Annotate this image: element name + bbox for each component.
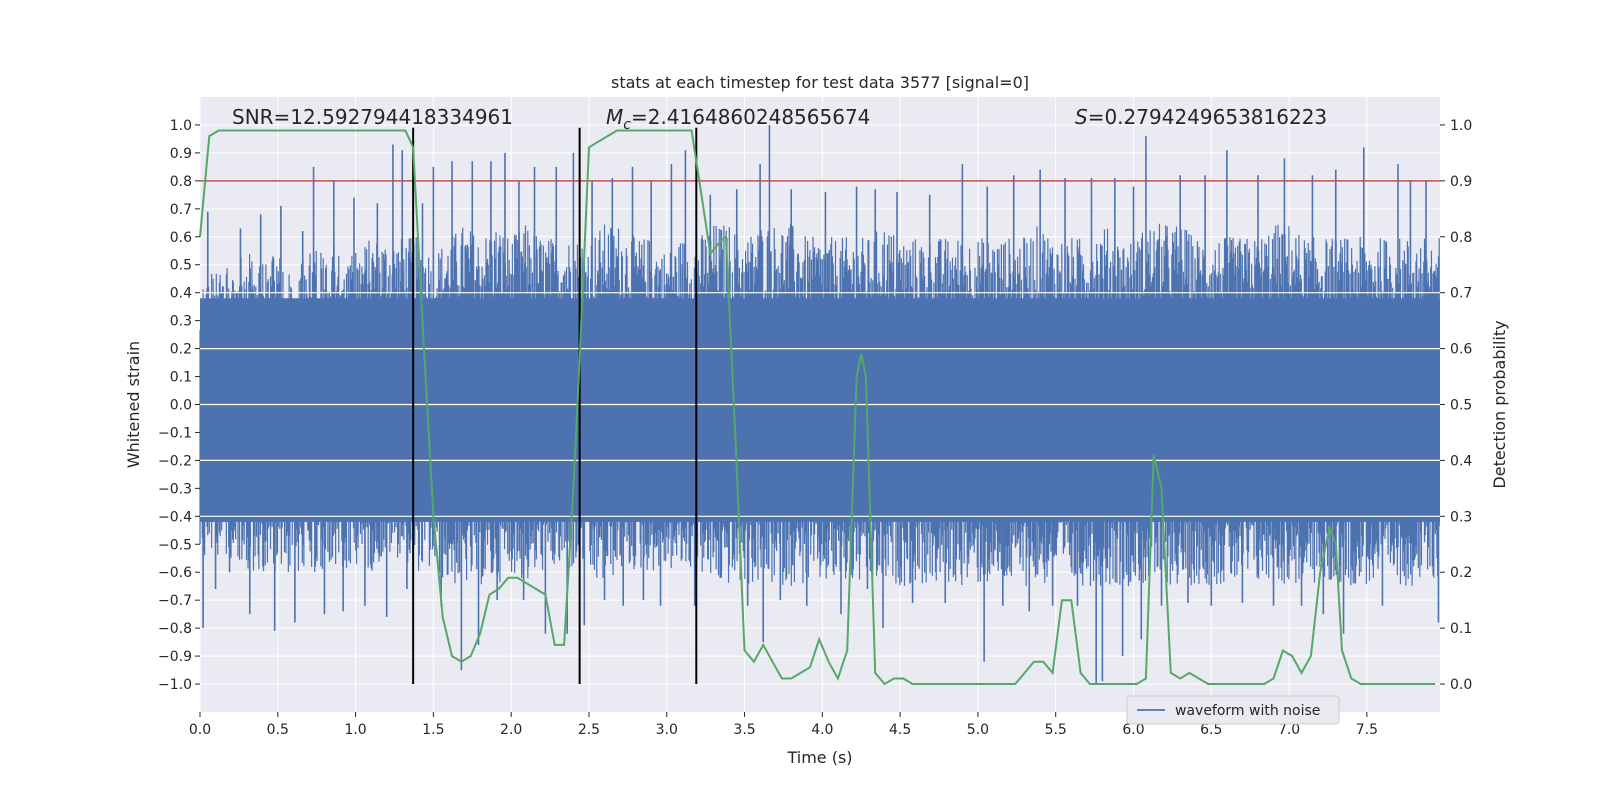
s-annotation: S=0.2794249653816223 xyxy=(1075,105,1327,129)
y-axis-label-left: Whitened strain xyxy=(124,341,143,468)
s-symbol: S xyxy=(1075,105,1088,129)
legend-label: waveform with noise xyxy=(1175,703,1320,719)
y-right-tick-label: 0.1 xyxy=(1450,621,1472,637)
y-left-tick-label: −0.9 xyxy=(158,649,192,665)
mc-symbol: M xyxy=(606,105,623,129)
y-axis-label-right: Detection probability xyxy=(1490,320,1509,488)
x-tick-label: 2.5 xyxy=(578,722,600,738)
y-left-tick-label: −0.7 xyxy=(158,593,192,609)
y-left-tick-label: 0.8 xyxy=(170,174,192,190)
y-right-tick-label: 0.6 xyxy=(1450,342,1472,358)
y-left-tick-label: 0.5 xyxy=(170,258,192,274)
y-left-tick-label: −0.8 xyxy=(158,621,192,637)
x-axis-label: Time (s) xyxy=(786,748,852,767)
axis-ticks: 0.0 0.5 1.0 1.5 2.0 2.5 3.0 3.5 4.0 4.5 5.0 5.5 6.0 6… xyxy=(158,118,1472,738)
y-left-tick-label: −0.5 xyxy=(158,537,192,553)
y-left-tick-label: −0.4 xyxy=(158,509,192,525)
chirp-mass-annotation: Mc=2.4164860248565674 xyxy=(606,105,870,133)
y-right-tick-label: 1.0 xyxy=(1450,118,1472,134)
x-tick-label: 1.0 xyxy=(344,722,366,738)
y-left-tick-label: 0.0 xyxy=(170,398,192,414)
y-right-tick-label: 0.5 xyxy=(1450,398,1472,414)
x-tick-label: 1.5 xyxy=(422,722,444,738)
y-left-tick-label: 0.9 xyxy=(170,146,192,162)
x-tick-label: 7.5 xyxy=(1356,722,1378,738)
y-left-tick-label: 0.2 xyxy=(170,342,192,358)
x-tick-label: 6.0 xyxy=(1122,722,1144,738)
x-tick-label: 3.5 xyxy=(733,722,755,738)
y-left-tick-label: −0.2 xyxy=(158,453,192,469)
y-left-tick-label: −0.3 xyxy=(158,481,192,497)
x-tick-label: 2.0 xyxy=(500,722,522,738)
y-left-tick-label: −1.0 xyxy=(158,677,192,693)
x-tick-label: 7.0 xyxy=(1278,722,1300,738)
legend-box xyxy=(1126,695,1340,725)
x-tick-label: 3.0 xyxy=(656,722,678,738)
s-value: =0.2794249653816223 xyxy=(1088,105,1327,129)
x-tick-label: 6.5 xyxy=(1200,722,1222,738)
y-right-tick-label: 0.7 xyxy=(1450,286,1472,302)
y-right-tick-label: 0.8 xyxy=(1450,230,1472,246)
detection-probability-line xyxy=(199,129,1436,686)
y-left-tick-label: 1.0 xyxy=(170,118,192,134)
x-tick-label: 4.5 xyxy=(889,722,911,738)
mc-subscript: c xyxy=(623,117,631,133)
y-right-tick-label: 0.2 xyxy=(1450,565,1472,581)
y-left-tick-label: −0.6 xyxy=(158,565,192,581)
y-left-tick-label: −0.1 xyxy=(158,425,192,441)
x-tick-label: 4.0 xyxy=(811,722,833,738)
y-right-tick-label: 0.3 xyxy=(1450,509,1472,525)
y-left-tick-label: 0.7 xyxy=(170,202,192,218)
x-tick-label: 5.5 xyxy=(1045,722,1067,738)
legend: waveform with noise xyxy=(1126,695,1340,725)
mc-value: =2.4164860248565674 xyxy=(631,105,870,129)
snr-annotation: SNR=12.592794418334961 xyxy=(232,105,513,129)
x-tick-label: 0.5 xyxy=(267,722,289,738)
y-right-tick-label: 0.4 xyxy=(1450,453,1472,469)
y-right-tick-label: 0.0 xyxy=(1450,677,1472,693)
x-tick-label: 0.0 xyxy=(189,722,211,738)
y-right-tick-label: 0.9 xyxy=(1450,174,1472,190)
y-left-tick-label: 0.1 xyxy=(170,370,192,386)
y-left-tick-label: 0.4 xyxy=(170,286,192,302)
y-left-tick-label: 0.6 xyxy=(170,230,192,246)
y-left-tick-label: 0.3 xyxy=(170,314,192,330)
overlay-lines xyxy=(199,127,1440,686)
chart-title: stats at each timestep for test data 357… xyxy=(611,73,1029,92)
x-tick-label: 5.0 xyxy=(967,722,989,738)
